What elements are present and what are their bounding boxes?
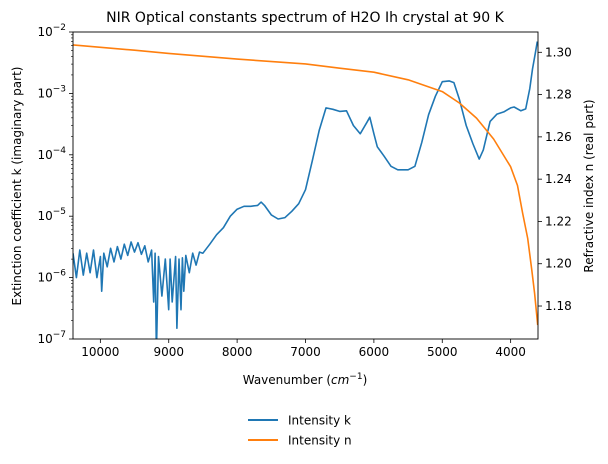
y-right-tick-label: 1.28	[545, 88, 572, 102]
y-left-tick-label: 10−4	[37, 146, 66, 162]
axes: 10000 9000 8000 7000 6000 5000 400010−210−310−…	[37, 23, 571, 359]
y-right-tick-label: 1.22	[545, 214, 572, 228]
x-tick-label: 8000	[222, 345, 253, 359]
x-tick-label: 9000	[153, 345, 184, 359]
tick-base: 10	[37, 86, 52, 100]
x-tick: 5000	[427, 339, 458, 359]
y-left-tick: 10−6	[37, 269, 73, 285]
x-axis-label-unit: cm	[331, 373, 349, 387]
y-right-tick: 1.24	[538, 172, 572, 186]
y-left-tick: 10−2	[37, 23, 73, 39]
tick-base: 10	[37, 209, 52, 223]
x-tick-label: 7000	[290, 345, 321, 359]
y-left-tick: 10−7	[37, 330, 73, 346]
y-right-tick: 1.26	[538, 130, 572, 144]
x-tick-label: 5000	[427, 345, 458, 359]
x-tick: 6000	[359, 339, 390, 359]
tick-exponent: −3	[53, 84, 66, 94]
legend-label-n: Intensity n	[288, 434, 352, 448]
y-right-tick-label: 1.24	[545, 172, 572, 186]
y-left-tick: 10−3	[37, 84, 73, 100]
tick-base: 10	[37, 148, 52, 162]
y-left-tick-label: 10−7	[37, 330, 66, 346]
x-tick: 4000	[495, 339, 526, 359]
y-right-tick: 1.30	[538, 45, 572, 59]
x-axis-label-close: )	[363, 373, 368, 387]
legend: Intensity k Intensity n	[248, 414, 352, 448]
y-right-axis-label: Refractive index n (real part)	[582, 99, 596, 272]
plot-frame	[72, 31, 539, 340]
x-axis-label: Wavenumber (cm−1)	[243, 372, 368, 387]
x-axis-label-main: Wavenumber (	[243, 373, 331, 387]
tick-exponent: −5	[53, 207, 66, 217]
y-left-tick-label: 10−5	[37, 207, 66, 223]
y-right-tick-label: 1.26	[545, 130, 572, 144]
y-left-tick: 10−4	[37, 146, 73, 162]
y-right-tick: 1.20	[538, 257, 572, 271]
tick-base: 10	[37, 332, 52, 346]
y-left-tick-label: 10−6	[37, 269, 66, 285]
x-tick-label: 10000	[81, 345, 119, 359]
tick-exponent: −6	[53, 269, 67, 279]
tick-exponent: −2	[53, 23, 66, 33]
y-right-tick: 1.28	[538, 88, 572, 102]
plot-area	[73, 41, 538, 339]
series-line-k	[73, 41, 538, 339]
y-right-tick-label: 1.20	[545, 257, 572, 271]
y-left-tick-label: 10−3	[37, 84, 66, 100]
x-tick-label: 6000	[359, 345, 390, 359]
tick-base: 10	[37, 271, 52, 285]
y-right-tick-label: 1.18	[545, 299, 572, 313]
tick-base: 10	[37, 25, 52, 39]
y-left-tick: 10−5	[37, 207, 73, 223]
tick-exponent: −4	[53, 146, 67, 156]
y-left-tick-label: 10−2	[37, 23, 66, 39]
x-tick-label: 4000	[495, 345, 526, 359]
x-axis-label-exp: −1	[349, 372, 362, 382]
x-tick: 10000	[81, 339, 119, 359]
y-right-tick-label: 1.30	[545, 45, 572, 59]
x-tick: 7000	[290, 339, 321, 359]
tick-exponent: −7	[53, 330, 66, 340]
x-tick: 8000	[222, 339, 253, 359]
legend-label-k: Intensity k	[288, 414, 351, 428]
series-line-n	[73, 44, 538, 326]
y-left-axis-label: Extinction coefficient k (imaginary part…	[10, 67, 24, 306]
y-right-tick: 1.18	[538, 299, 572, 313]
y-right-tick: 1.22	[538, 214, 572, 228]
x-tick: 9000	[153, 339, 184, 359]
chart-title: NIR Optical constants spectrum of H2O Ih…	[106, 10, 505, 26]
